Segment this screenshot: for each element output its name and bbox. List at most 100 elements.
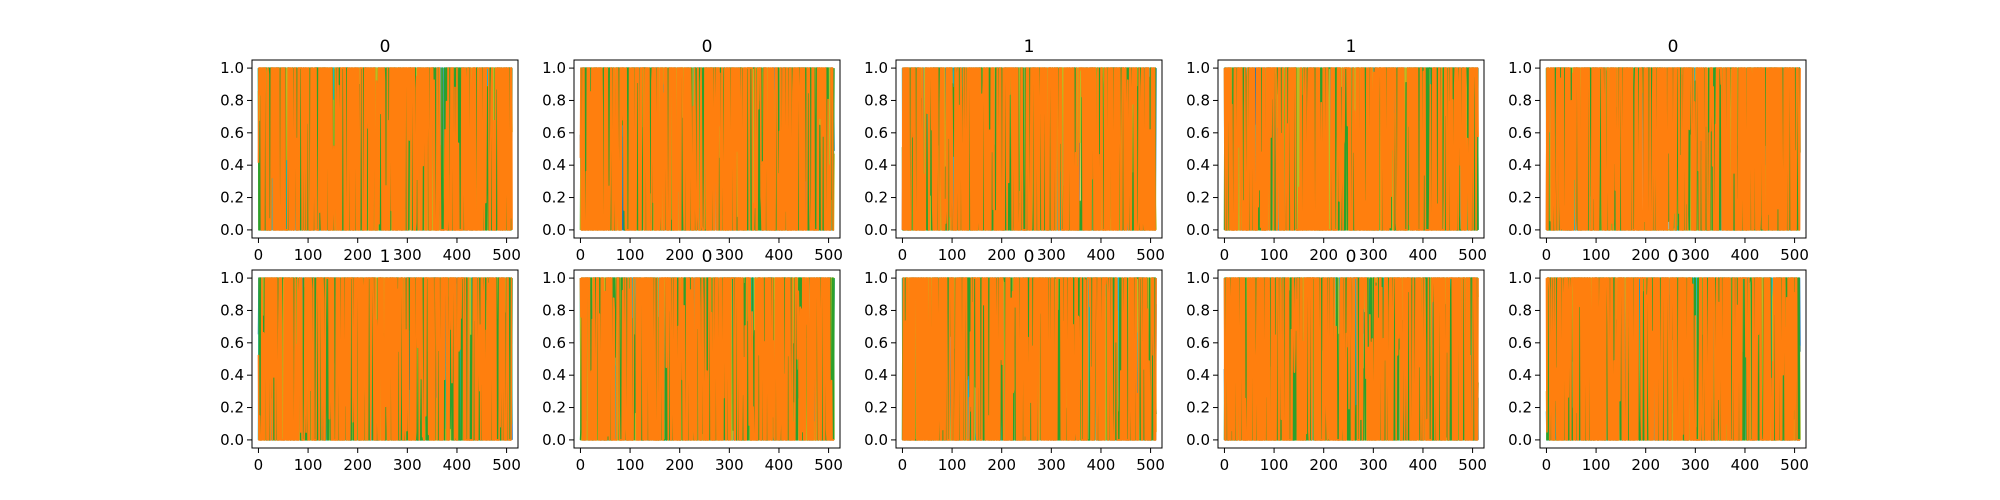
y-tick-label: 0.8: [1186, 301, 1210, 319]
y-tick-label: 0.2: [542, 189, 566, 207]
series-line-4: [257, 67, 513, 231]
x-tick-label: 0: [1220, 456, 1230, 474]
x-tick-label: 100: [938, 246, 967, 264]
x-tick-label: 300: [393, 246, 422, 264]
subplot-1: 0 100 200 300 400 500 0.0 0.2 0.4 0.6 0.8 1.0 0: [542, 37, 843, 264]
y-tick-label: 1.0: [864, 59, 888, 77]
plot-area: [579, 67, 835, 231]
axes-frame: [573, 59, 841, 239]
x-tick-label: 0: [1220, 246, 1230, 264]
y-tick-label: 0.6: [542, 124, 566, 142]
y-tick-label: 0.4: [1186, 366, 1210, 384]
x-tick-label: 500: [492, 456, 521, 474]
subplot-title: 0: [1346, 247, 1357, 267]
x-tick-label: 200: [1631, 456, 1660, 474]
axes-frame: [1217, 269, 1485, 449]
axes-frame: [251, 59, 519, 239]
subplot-title: 0: [702, 247, 713, 267]
subplot-5: 0 100 200 300 400 500 0.0 0.2 0.4 0.6 0.8 1.0 1: [220, 247, 521, 474]
y-tick-label: 0.2: [220, 399, 244, 417]
y-tick-label: 1.0: [1508, 59, 1532, 77]
y-tick-label: 0.2: [542, 399, 566, 417]
y-tick-label: 0.6: [1186, 124, 1210, 142]
x-tick-label: 100: [1260, 246, 1289, 264]
y-tick-label: 0.2: [1186, 189, 1210, 207]
y-tick-label: 0.2: [1508, 189, 1532, 207]
y-tick-label: 0.4: [220, 366, 244, 384]
x-tick-label: 400: [1409, 246, 1438, 264]
y-tick-label: 0.4: [864, 156, 888, 174]
x-tick-label: 0: [254, 456, 264, 474]
y-tick-label: 0.4: [1186, 156, 1210, 174]
x-tick-label: 0: [576, 246, 586, 264]
series-line-4: [257, 277, 513, 441]
x-tick-label: 500: [492, 246, 521, 264]
subplot-0: 0 100 200 300 400 500 0.0 0.2 0.4 0.6 0.8 1.0 0: [220, 37, 521, 264]
subplot-6: 0 100 200 300 400 500 0.0 0.2 0.4 0.6 0.8 1.0 0: [542, 247, 843, 474]
x-tick-label: 400: [443, 246, 472, 264]
y-tick-label: 0.0: [864, 221, 888, 239]
x-tick-label: 400: [765, 246, 794, 264]
x-tick-label: 0: [1542, 456, 1552, 474]
x-tick-label: 400: [1087, 246, 1116, 264]
x-tick-label: 500: [814, 456, 843, 474]
y-tick-label: 0.6: [542, 334, 566, 352]
subplot-title: 0: [380, 37, 391, 57]
x-tick-label: 500: [1458, 456, 1487, 474]
x-tick-label: 500: [1458, 246, 1487, 264]
plot-area: [901, 277, 1157, 441]
x-tick-label: 500: [814, 246, 843, 264]
subplot-title: 1: [1346, 37, 1357, 57]
y-tick-label: 0.2: [864, 399, 888, 417]
x-tick-label: 300: [715, 246, 744, 264]
x-tick-label: 400: [443, 456, 472, 474]
y-tick-label: 1.0: [1186, 59, 1210, 77]
y-tick-label: 0.8: [1186, 91, 1210, 109]
y-tick-label: 0.4: [542, 156, 566, 174]
series-line-4: [1223, 277, 1479, 441]
x-tick-label: 200: [343, 246, 372, 264]
x-tick-label: 200: [1631, 246, 1660, 264]
x-tick-label: 100: [1582, 456, 1611, 474]
plot-area: [579, 277, 835, 441]
y-tick-label: 0.6: [864, 124, 888, 142]
axes-frame: [251, 269, 519, 449]
x-tick-label: 100: [616, 246, 645, 264]
y-tick-label: 0.8: [542, 301, 566, 319]
y-tick-label: 1.0: [220, 269, 244, 287]
x-tick-label: 300: [1359, 456, 1388, 474]
series-line-4: [901, 67, 1157, 231]
axes-frame: [573, 269, 841, 449]
y-tick-label: 0.6: [1186, 334, 1210, 352]
subplot-title: 0: [702, 37, 713, 57]
plot-area: [901, 67, 1157, 231]
x-tick-label: 200: [1309, 456, 1338, 474]
x-tick-label: 0: [254, 246, 264, 264]
y-tick-label: 0.8: [864, 91, 888, 109]
x-tick-label: 300: [1681, 456, 1710, 474]
plot-area: [257, 277, 513, 441]
x-tick-label: 100: [616, 456, 645, 474]
y-tick-label: 0.0: [1508, 221, 1532, 239]
y-tick-label: 0.0: [1186, 431, 1210, 449]
plot-area: [1223, 277, 1479, 441]
plot-area: [1545, 67, 1801, 231]
x-tick-label: 200: [665, 246, 694, 264]
y-tick-label: 0.8: [220, 91, 244, 109]
y-tick-label: 0.2: [1508, 399, 1532, 417]
x-tick-label: 200: [987, 246, 1016, 264]
x-tick-label: 0: [1542, 246, 1552, 264]
y-tick-label: 0.6: [864, 334, 888, 352]
x-tick-label: 100: [1582, 246, 1611, 264]
y-tick-label: 0.0: [220, 431, 244, 449]
subplot-7: 0 100 200 300 400 500 0.0 0.2 0.4 0.6 0.8 1.0 0: [864, 247, 1165, 474]
y-tick-label: 0.0: [1186, 221, 1210, 239]
y-tick-label: 1.0: [220, 59, 244, 77]
x-tick-label: 0: [898, 456, 908, 474]
y-tick-label: 0.6: [1508, 334, 1532, 352]
x-tick-label: 400: [1409, 456, 1438, 474]
subplot-title: 1: [1024, 37, 1035, 57]
series-line-4: [579, 277, 835, 441]
y-tick-label: 1.0: [1508, 269, 1532, 287]
